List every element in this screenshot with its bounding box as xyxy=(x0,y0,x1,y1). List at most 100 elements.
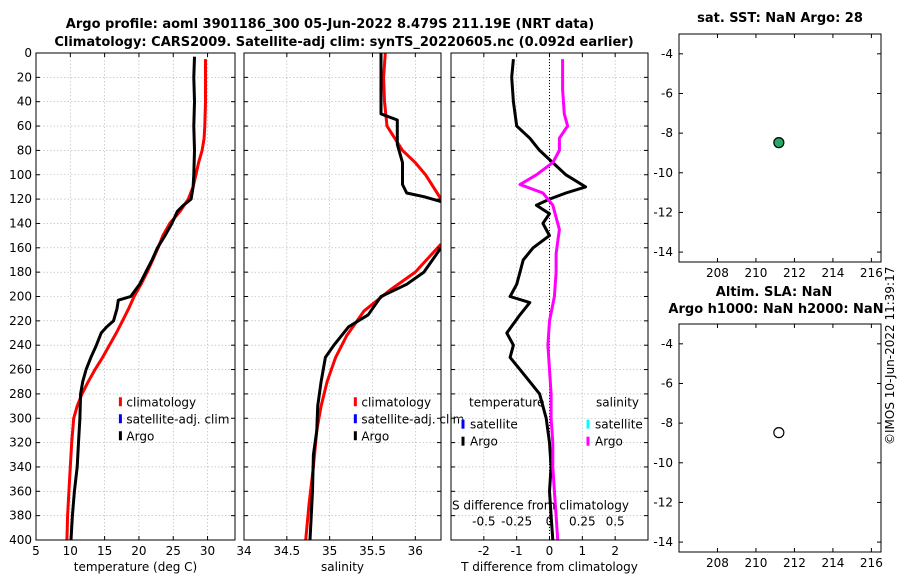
salinity-grid xyxy=(243,52,441,541)
depth-tick-label: 380 xyxy=(9,509,32,523)
salinity-series xyxy=(304,53,441,540)
figure-title-line-2: Climatology: CARS2009. Satellite-adj cli… xyxy=(54,35,633,50)
sla_map-frame xyxy=(678,323,882,553)
depth-tick-label: 320 xyxy=(9,436,32,450)
sla_map-title-line-1: Altim. SLA: NaN xyxy=(716,285,832,300)
sst_map-xtick-label: 212 xyxy=(783,266,806,280)
sla_map-ytick-label: -8 xyxy=(661,416,673,430)
salinity-xtick-label: 36 xyxy=(408,544,423,558)
depth-tick-label: 40 xyxy=(17,95,32,109)
sst_map-xtick-label: 210 xyxy=(744,266,767,280)
difference-panel: -2 -1 0 1 2 T difference from climatology temp… xyxy=(450,52,649,574)
sla_map-ytick-label: -12 xyxy=(653,495,673,509)
sst_map-xtick-label: 214 xyxy=(821,266,844,280)
salinity-xtick-label: 35.5 xyxy=(359,544,386,558)
sst_map-ytick-label: -4 xyxy=(661,47,673,61)
legend-label-satellite: satellite-adj. clim xyxy=(361,412,464,426)
temperature-panel: 5 10 15 20 25 3002040608010012014016018020022… xyxy=(9,46,236,574)
sla_map-ytick-label: -14 xyxy=(653,535,673,549)
depth-tick-label: 360 xyxy=(9,484,32,498)
depth-tick-label: 340 xyxy=(9,460,32,474)
temperature-xtick-label: 15 xyxy=(97,544,112,558)
sst_map-ytick-label: -8 xyxy=(661,126,673,140)
sst_map-argo-position-marker xyxy=(773,137,785,149)
legend-label-t-argo: Argo xyxy=(470,435,498,449)
sst_map-panel: 208 210 212 214 216 -4 -6 -8 -10 -12 -14 sat. SST: … xyxy=(653,11,882,280)
difference-xtick-label: 1 xyxy=(579,544,587,558)
sst_map-title: sat. SST: NaN Argo: 28 xyxy=(697,11,863,26)
legend-title-salinity: salinity xyxy=(596,396,639,410)
difference-xtick-label: -2 xyxy=(478,544,490,558)
sla_map-xtick-label: 214 xyxy=(821,556,844,570)
s-diff-tick-label: -0.5 xyxy=(472,515,495,529)
salinity-xtick-label: 34 xyxy=(236,544,251,558)
difference-line-s-argo xyxy=(518,59,570,540)
sst_map-xtick-label: 208 xyxy=(706,266,729,280)
depth-tick-label: 220 xyxy=(9,314,32,328)
legend-label-s-salinity_sat: satellite xyxy=(595,418,643,432)
sst_map-frame xyxy=(678,33,882,263)
sst_map-ytick-label: -10 xyxy=(653,166,673,180)
depth-tick-label: 400 xyxy=(9,533,32,547)
difference-xtick-label: 2 xyxy=(611,544,619,558)
temperature-xtick-label: 20 xyxy=(131,544,146,558)
difference-xtick-label: -1 xyxy=(511,544,523,558)
sla_map-xtick-label: 212 xyxy=(783,556,806,570)
sla_map-argo-position-marker xyxy=(773,427,785,439)
sla_map-ytick-label: -10 xyxy=(653,456,673,470)
salinity-xtick-label: 34.5 xyxy=(273,544,300,558)
temperature-xtick-label: 30 xyxy=(200,544,215,558)
temperature-xtick-label: 25 xyxy=(166,544,181,558)
depth-tick-label: 240 xyxy=(9,338,32,352)
depth-tick-label: 160 xyxy=(9,241,32,255)
salinity-line-argo_deep xyxy=(308,246,441,540)
salinity-xlabel: salinity xyxy=(321,560,364,574)
depth-tick-label: 60 xyxy=(17,119,32,133)
timestamp-stamp: ©IMOS 10-Jun-2022 11:39:17 xyxy=(883,267,897,445)
difference-line-t-argo xyxy=(505,58,588,540)
depth-tick-label: 120 xyxy=(9,192,32,206)
sst_map-ytick-label: -12 xyxy=(653,205,673,219)
depth-tick-label: 80 xyxy=(17,143,32,157)
sla_map-xtick-label: 208 xyxy=(706,556,729,570)
temperature-xlabel: temperature (deg C) xyxy=(74,560,197,574)
temperature-series xyxy=(65,56,207,540)
s-diff-tick-label: 0.25 xyxy=(569,515,596,529)
sla_map-panel: 208 210 212 214 216 -4 -6 -8 -10 -12 -14 Altim. SLA… xyxy=(653,285,883,570)
s-diff-tick-label: 0 xyxy=(546,515,554,529)
legend-title-temperature: temperature xyxy=(469,396,544,410)
salinity-line-climatology_deep xyxy=(304,243,441,540)
difference-xtick-label: 0 xyxy=(546,544,554,558)
s-diff-tick-label: 0.5 xyxy=(606,515,625,529)
legend-label-satellite: satellite-adj. clim xyxy=(126,412,229,426)
legend-label-climatology: climatology xyxy=(126,395,196,409)
sla_map-ytick-label: -4 xyxy=(661,337,673,351)
depth-tick-label: 0 xyxy=(24,46,32,60)
depth-tick-label: 20 xyxy=(17,70,32,84)
legend-label-argo: Argo xyxy=(361,429,389,443)
temperature-xtick-label: 10 xyxy=(63,544,78,558)
temperature-line-argo xyxy=(69,56,196,540)
depth-tick-label: 280 xyxy=(9,387,32,401)
legend-label-s-salinity_diff: Argo xyxy=(595,435,623,449)
depth-tick-label: 140 xyxy=(9,216,32,230)
sst_map-xtick-label: 216 xyxy=(860,266,883,280)
depth-tick-label: 100 xyxy=(9,168,32,182)
depth-tick-label: 200 xyxy=(9,290,32,304)
legend-label-argo: Argo xyxy=(126,429,154,443)
temperature-line-climatology xyxy=(65,59,207,540)
sla_map-xtick-label: 210 xyxy=(744,556,767,570)
legend-label-t-satellite: satellite xyxy=(470,418,518,432)
salinity-panel: 34 34.5 35 35.5 36 salinity climatology satelli… xyxy=(236,52,464,574)
sla_map-xtick-label: 216 xyxy=(860,556,883,570)
sst_map-ytick-label: -6 xyxy=(661,86,673,100)
depth-tick-label: 300 xyxy=(9,411,32,425)
depth-tick-label: 180 xyxy=(9,265,32,279)
sst_map-ytick-label: -14 xyxy=(653,245,673,259)
figure-title-line-1: Argo profile: aoml 3901186_300 05-Jun-20… xyxy=(66,17,594,32)
salinity-diff-axis-label: S difference from climatology xyxy=(452,499,629,513)
salinity-line-argo xyxy=(379,53,441,203)
legend-label-climatology: climatology xyxy=(361,395,431,409)
difference-series xyxy=(505,58,588,540)
